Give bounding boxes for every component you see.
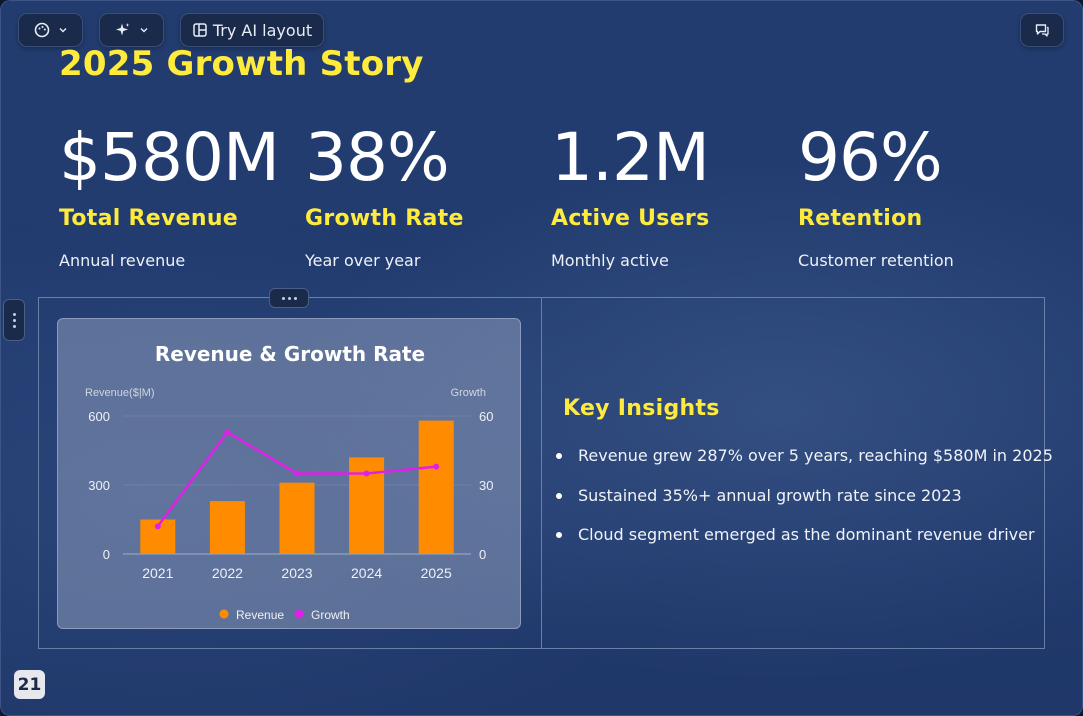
growth-point-2024: [363, 470, 370, 477]
stat-value: 1.2M: [551, 119, 710, 196]
growth-point-2025: [433, 463, 440, 470]
stat-label: Retention: [798, 206, 923, 231]
ai-tools-button[interactable]: [99, 13, 164, 47]
sparkle-icon: [115, 22, 131, 38]
stat-active-users[interactable]: 1.2M Active Users Monthly active: [551, 118, 791, 270]
insight-item: Cloud segment emerged as the dominant re…: [556, 522, 1053, 562]
y2-tick-label: 60: [479, 409, 493, 424]
y-tick-label: 0: [103, 547, 110, 562]
try-ai-layout-label: Try AI layout: [212, 20, 313, 40]
growth-point-2021: [154, 523, 161, 530]
insight-item: Revenue grew 287% over 5 years, reaching…: [556, 443, 1053, 483]
x-tick-label: 2022: [212, 565, 243, 581]
stat-description: Annual revenue: [59, 251, 186, 270]
palette-icon: [34, 22, 50, 38]
legend-marker: [219, 609, 229, 619]
x-tick-label: 2021: [142, 565, 173, 581]
page-number-badge[interactable]: 21: [14, 670, 45, 699]
side-drag-handle[interactable]: [3, 299, 25, 341]
stat-value: 38%: [305, 119, 450, 196]
stat-value: 96%: [798, 119, 943, 196]
stat-description: Monthly active: [551, 251, 669, 270]
x-tick-label: 2025: [421, 565, 452, 581]
comment-icon: [1034, 22, 1050, 38]
slide-title[interactable]: 2025 Growth Story: [59, 44, 424, 84]
growth-point-2023: [294, 470, 300, 477]
revenue-growth-chart[interactable]: Revenue & Growth Rate Revenue($|M) Growt…: [57, 318, 521, 629]
y-tick-label: 300: [88, 478, 110, 493]
bar-2025: [418, 420, 454, 554]
layout-icon: [192, 22, 208, 38]
stat-growth-rate[interactable]: 38% Growth Rate Year over year: [305, 118, 545, 270]
y-axis-label: Revenue($|M): [85, 387, 155, 399]
legend-label: Revenue: [236, 608, 284, 622]
stat-description: Year over year: [305, 251, 421, 270]
stat-label: Total Revenue: [59, 206, 239, 231]
block-drag-handle[interactable]: [269, 288, 309, 308]
insights-list[interactable]: Revenue grew 287% over 5 years, reaching…: [556, 443, 1053, 562]
chevron-down-icon: [58, 25, 68, 35]
stat-label: Active Users: [551, 206, 710, 231]
stat-value: $580M: [59, 119, 280, 196]
column-divider: [541, 297, 542, 649]
y-tick-label: 600: [88, 409, 110, 424]
y2-axis-label: Growth: [451, 387, 486, 399]
x-tick-label: 2023: [281, 565, 312, 581]
bar-2023: [279, 482, 315, 554]
chart-svg: Revenue & Growth Rate Revenue($|M) Growt…: [85, 342, 493, 622]
stat-description: Customer retention: [798, 251, 954, 270]
chevron-down-icon: [139, 25, 149, 35]
stat-retention[interactable]: 96% Retention Customer retention: [798, 118, 1038, 270]
comment-button[interactable]: [1020, 13, 1064, 47]
legend-label: Growth: [311, 608, 350, 622]
x-tick-label: 2024: [351, 565, 382, 581]
bar-2022: [209, 501, 245, 554]
y2-tick-label: 30: [479, 478, 493, 493]
stat-label: Growth Rate: [305, 206, 464, 231]
growth-point-2022: [224, 429, 231, 436]
legend-marker: [294, 609, 304, 619]
stat-total-revenue[interactable]: $580M Total Revenue Annual revenue: [59, 118, 299, 270]
chart-title: Revenue & Growth Rate: [155, 342, 425, 366]
insight-item: Sustained 35%+ annual growth rate since …: [556, 483, 1053, 523]
y2-tick-label: 0: [479, 547, 486, 562]
try-ai-layout-button[interactable]: Try AI layout: [180, 13, 324, 47]
insights-title[interactable]: Key Insights: [563, 396, 720, 421]
theme-button[interactable]: [18, 13, 83, 47]
